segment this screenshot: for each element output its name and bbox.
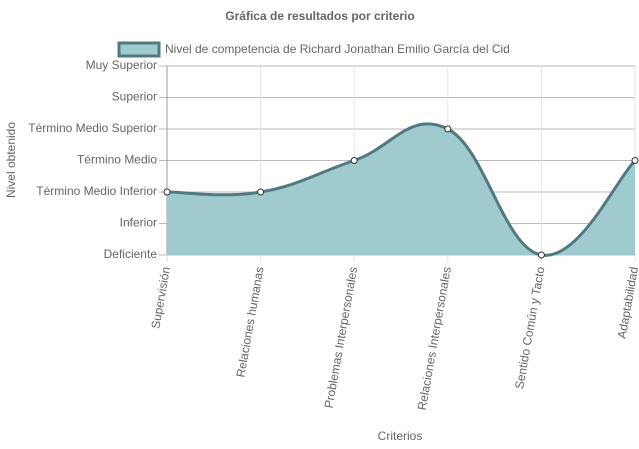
chart-title: Gráfica de resultados por criterio (225, 9, 414, 23)
point (163, 188, 171, 196)
x-tick-label: Adaptabilidad (615, 266, 639, 340)
point (631, 157, 639, 164)
x-tick-label: Sentido Común y Tacto (512, 265, 547, 390)
point (350, 157, 358, 164)
point (537, 251, 545, 259)
point (257, 188, 265, 196)
y-axis-title: Nivel obtenido (4, 122, 18, 198)
y-tick-label: Término Medio Inferior (36, 184, 157, 198)
y-tick-label: Término Medio (77, 153, 157, 167)
x-tick-label: Supervisión (148, 266, 173, 330)
y-tick-label: Deficiente (104, 247, 158, 261)
area (167, 123, 635, 256)
y-tick-label: Superior (112, 90, 157, 104)
legend-swatch (117, 41, 161, 58)
x-tick-label: Problemas Interpersonales (322, 266, 361, 410)
x-tick-label: Relaciones humanas (233, 266, 266, 379)
legend-label: Nivel de competencia de Richard Jonathan… (165, 42, 510, 56)
point (444, 125, 452, 133)
x-tick-label: Relaciones Interpersonales (415, 266, 454, 412)
x-axis-title: Criterios (378, 429, 423, 443)
y-tick-label: Inferior (120, 216, 157, 230)
y-tick-label: Muy Superior (86, 58, 157, 72)
y-tick-label: Término Medio Superior (28, 121, 157, 135)
